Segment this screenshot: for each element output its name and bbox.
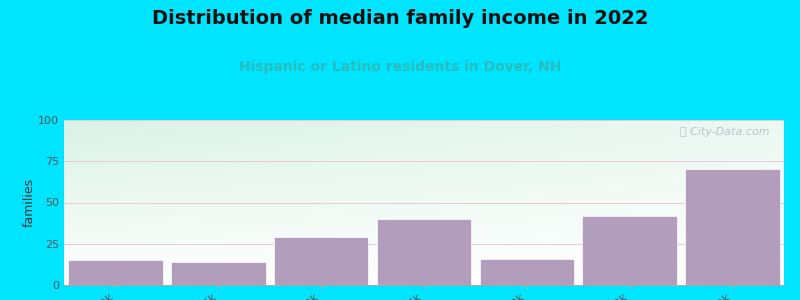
Y-axis label: families: families: [22, 178, 35, 227]
Text: ⓘ City-Data.com: ⓘ City-Data.com: [680, 127, 770, 136]
Bar: [686, 169, 780, 285]
Bar: [377, 219, 471, 285]
Text: Hispanic or Latino residents in Dover, NH: Hispanic or Latino residents in Dover, N…: [239, 60, 561, 74]
Bar: [171, 262, 266, 285]
Bar: [68, 260, 162, 285]
Bar: [274, 237, 369, 285]
Text: Distribution of median family income in 2022: Distribution of median family income in …: [152, 9, 648, 28]
Bar: [479, 259, 574, 285]
Bar: [582, 216, 677, 285]
